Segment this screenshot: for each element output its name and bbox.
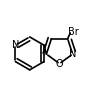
- Text: O: O: [56, 59, 63, 69]
- Text: N: N: [69, 49, 76, 59]
- Text: Br: Br: [68, 27, 79, 37]
- Text: N: N: [12, 40, 19, 50]
